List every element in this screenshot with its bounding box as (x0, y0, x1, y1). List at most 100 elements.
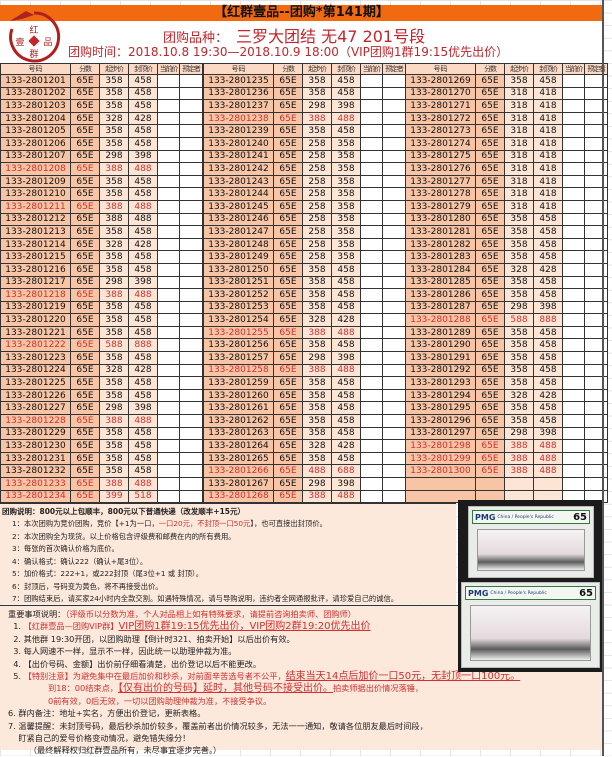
current-price-cell[interactable] (157, 74, 180, 88)
current-price-cell[interactable] (157, 136, 180, 151)
table-row[interactable]: 133-2801262 65E 358 458 (203, 414, 406, 428)
table-row[interactable]: 133-2801290 65E 358 458 (405, 338, 608, 353)
current-price-cell[interactable] (562, 174, 585, 189)
table-row[interactable]: 133-2801245 65E 258 358 (203, 199, 406, 214)
table-row[interactable]: 133-2801214 65E 328 428 (0, 237, 203, 252)
table-row[interactable]: 133-2801272 65E 318 418 (405, 111, 608, 126)
current-price-cell[interactable] (562, 250, 585, 264)
table-row[interactable]: 133-2801211 65E 388 488 (0, 199, 203, 214)
table-row[interactable]: 133-2801203 65E 358 458 (0, 99, 203, 113)
current-price-cell[interactable] (562, 162, 585, 176)
reserver-cell[interactable] (382, 414, 406, 428)
current-price-cell[interactable] (157, 338, 180, 353)
reserver-cell[interactable] (584, 99, 608, 113)
current-price-cell[interactable] (157, 451, 180, 466)
table-row[interactable]: 133-2801229 65E 358 458 (0, 426, 203, 441)
reserver-cell[interactable] (179, 376, 203, 390)
table-row[interactable]: 133-2801285 65E 358 458 (405, 275, 608, 290)
current-price-cell[interactable] (562, 351, 585, 365)
reserver-cell[interactable] (179, 99, 203, 113)
current-price-cell[interactable] (360, 250, 383, 264)
current-price-cell[interactable] (157, 363, 180, 378)
table-row[interactable]: 133-2801300 65E 388 488 (405, 464, 608, 478)
reserver-cell[interactable] (382, 199, 406, 214)
reserver-cell[interactable] (179, 187, 203, 201)
current-price-cell[interactable] (562, 388, 585, 403)
table-row[interactable]: 133-2801210 65E 358 458 (0, 187, 203, 201)
current-price-cell[interactable] (360, 426, 383, 441)
current-price-cell[interactable] (157, 262, 180, 277)
current-price-cell[interactable] (157, 288, 180, 302)
current-price-cell[interactable] (562, 451, 585, 466)
table-row[interactable]: 133-2801268 65E 388 488 (203, 489, 406, 504)
table-row[interactable]: 133-2801226 65E 358 458 (0, 388, 203, 403)
table-row[interactable]: 133-2801216 65E 358 458 (0, 262, 203, 277)
reserver-cell[interactable] (179, 451, 203, 466)
table-row[interactable]: 133-2801260 65E 358 458 (203, 388, 406, 403)
current-price-cell[interactable] (157, 149, 180, 164)
reserver-cell[interactable] (584, 376, 608, 390)
current-price-cell[interactable] (157, 489, 180, 504)
reserver-cell[interactable] (179, 74, 203, 88)
current-price-cell[interactable] (157, 414, 180, 428)
current-price-cell[interactable] (157, 325, 180, 340)
reserver-cell[interactable] (584, 187, 608, 201)
table-row[interactable]: 133-2801257 65E 298 398 (203, 351, 406, 365)
current-price-cell[interactable] (157, 250, 180, 264)
reserver-cell[interactable] (382, 136, 406, 151)
current-price-cell[interactable] (360, 451, 383, 466)
current-price-cell[interactable] (562, 401, 585, 416)
reserver-cell[interactable] (382, 99, 406, 113)
table-row[interactable]: 133-2801280 65E 358 458 (405, 212, 608, 227)
table-row[interactable]: 133-2801258 65E 388 488 (203, 363, 406, 378)
reserver-cell[interactable] (382, 250, 406, 264)
table-row[interactable]: 133-2801224 65E 328 428 (0, 363, 203, 378)
table-row[interactable]: 133-2801287 65E 298 398 (405, 300, 608, 315)
table-row[interactable]: 133-2801259 65E 358 458 (203, 376, 406, 390)
reserver-cell[interactable] (584, 275, 608, 290)
current-price-cell[interactable] (157, 388, 180, 403)
current-price-cell[interactable] (157, 275, 180, 290)
current-price-cell[interactable] (360, 187, 383, 201)
reserver-cell[interactable] (382, 426, 406, 441)
reserver-cell[interactable] (382, 388, 406, 403)
reserver-cell[interactable] (382, 225, 406, 239)
current-price-cell[interactable] (157, 426, 180, 441)
current-price-cell[interactable] (360, 275, 383, 290)
current-price-cell[interactable] (157, 187, 180, 201)
table-row[interactable]: 133-2801273 65E 318 418 (405, 124, 608, 138)
table-row[interactable]: 133-2801225 65E 358 458 (0, 376, 203, 390)
reserver-cell[interactable] (584, 338, 608, 353)
reserver-cell[interactable] (584, 111, 608, 126)
table-row[interactable]: 133-2801299 65E 388 488 (405, 451, 608, 466)
table-row[interactable]: 133-2801286 65E 358 458 (405, 288, 608, 302)
table-row[interactable]: 133-2801201 65E 358 458 (0, 74, 203, 88)
reserver-cell[interactable] (179, 262, 203, 277)
reserver-cell[interactable] (382, 401, 406, 416)
current-price-cell[interactable] (562, 199, 585, 214)
table-row[interactable]: 133-2801274 65E 318 418 (405, 136, 608, 151)
table-row[interactable]: 133-2801282 65E 358 458 (405, 237, 608, 252)
current-price-cell[interactable] (157, 174, 180, 189)
current-price-cell[interactable] (157, 162, 180, 176)
current-price-cell[interactable] (562, 288, 585, 302)
table-row[interactable]: 133-2801228 65E 388 488 (0, 414, 203, 428)
current-price-cell[interactable] (157, 111, 180, 126)
reserver-cell[interactable] (179, 414, 203, 428)
current-price-cell[interactable] (157, 124, 180, 138)
reserver-cell[interactable] (584, 74, 608, 88)
current-price-cell[interactable] (562, 338, 585, 353)
table-row[interactable]: 133-2801295 65E 358 458 (405, 401, 608, 416)
table-row[interactable]: 133-2801202 65E 358 458 (0, 86, 203, 101)
table-row[interactable]: 133-2801276 65E 318 418 (405, 162, 608, 176)
reserver-cell[interactable] (584, 388, 608, 403)
table-row[interactable]: 133-2801222 65E 588 888 (0, 338, 203, 353)
reserver-cell[interactable] (584, 313, 608, 327)
reserver-cell[interactable] (584, 212, 608, 227)
table-row[interactable]: 133-2801205 65E 358 458 (0, 124, 203, 138)
table-row[interactable]: 133-2801296 65E 358 458 (405, 414, 608, 428)
current-price-cell[interactable] (562, 225, 585, 239)
reserver-cell[interactable] (179, 464, 203, 478)
table-row[interactable]: 133-2801261 65E 358 458 (203, 401, 406, 416)
table-row[interactable]: 133-2801271 65E 318 418 (405, 99, 608, 113)
